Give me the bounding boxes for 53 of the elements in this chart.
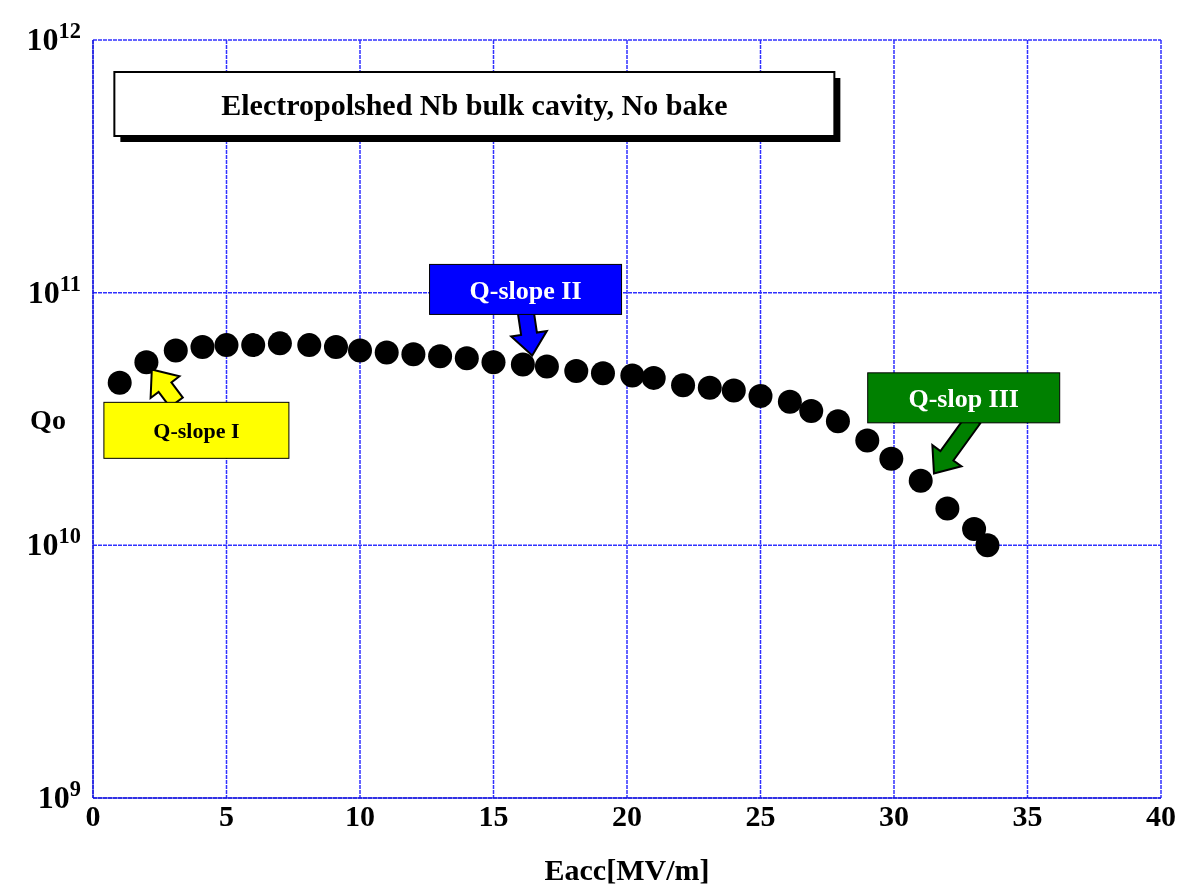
y-tick-label: 10$^{10}$ [26,522,81,563]
x-tick-label: 10 [345,799,375,832]
point [697,375,722,400]
point [374,340,399,365]
text: Electropolshed Nb bulk cavity, No bake [221,88,728,121]
point [564,358,589,383]
x-tick-label: 15 [478,799,509,832]
point [908,468,933,493]
point [935,496,960,521]
x-tick-label: 20 [612,799,642,832]
point [799,399,824,424]
point [323,334,348,359]
point [825,409,850,434]
x-tick-label: 5 [219,799,234,832]
point [428,344,453,369]
annotation: Q-slop III [908,383,1019,413]
point [134,350,159,375]
point [454,346,479,371]
annotation: Q-slope I [153,418,240,444]
point [510,352,535,377]
x-axis-title: Eacc[MV/m] [544,853,710,886]
x-tick-label: 30 [879,799,909,832]
point [671,373,696,398]
point [748,383,773,408]
point [777,389,802,414]
point [481,350,506,375]
point [267,331,292,356]
y-tick-label: 10$^{9}$ [37,775,81,815]
point [534,354,559,379]
point [975,533,1000,558]
point [348,338,372,363]
point [214,333,239,358]
y-tick-label: 10$^{11}$ [27,270,81,310]
point [855,428,880,453]
x-tick-label: 0 [85,799,101,832]
point [190,334,215,359]
point [297,333,322,358]
x-tick-label: 35 [1012,799,1043,832]
point [401,342,426,367]
point [879,446,904,471]
x-tick-label: 25 [745,799,776,832]
point [641,365,666,390]
point [962,517,987,542]
point [590,361,615,386]
point [721,378,746,403]
annotation: Q-slope II [469,275,582,305]
point [241,333,266,358]
point [620,363,645,388]
point [107,370,132,395]
point [163,338,188,363]
x-tick-label: 40 [1146,799,1176,832]
y-tick-label: 10$^{12}$ [26,17,81,57]
y-axis-title: Qo [30,404,66,435]
